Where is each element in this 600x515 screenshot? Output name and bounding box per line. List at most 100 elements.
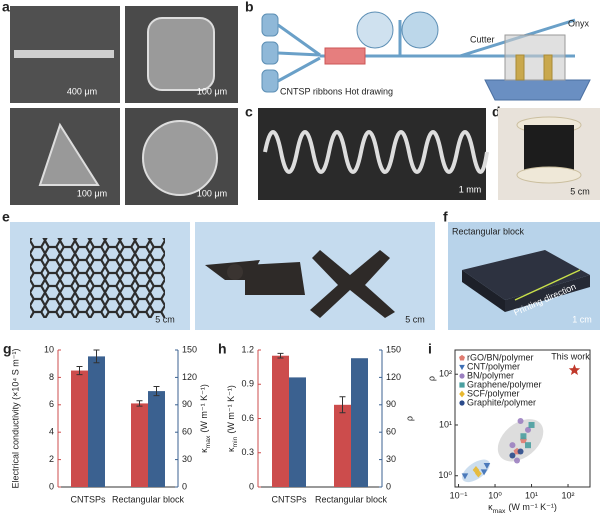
block: [462, 250, 590, 300]
annotation: This work: [551, 352, 590, 362]
x-tick-label: CNTSPs: [271, 494, 307, 504]
point: [483, 462, 491, 469]
error-bar: [76, 365, 83, 376]
legend-marker: [459, 390, 465, 398]
y2-axis-label: ρ: [404, 416, 414, 421]
y2-tick-label: 150: [182, 344, 197, 354]
photo-title: Rectangular block: [452, 226, 525, 236]
label-symbol: κ: [226, 447, 236, 452]
point: [520, 433, 527, 440]
legend-label: CNT/polymer: [467, 361, 520, 371]
point: [480, 469, 488, 476]
honeycomb: [30, 238, 165, 318]
label-subscript: max: [493, 508, 506, 515]
y2-tick-label: 120: [182, 372, 197, 382]
point: [524, 442, 531, 449]
label-unit: (W m⁻¹ K⁻¹): [199, 384, 209, 433]
point: [514, 457, 521, 464]
bar: [71, 370, 88, 487]
label-symbol: κ: [199, 448, 209, 453]
point: [461, 473, 469, 480]
y2-tick-label: 60: [182, 427, 192, 437]
bar: [131, 403, 148, 487]
y-tick-label: 0.6: [241, 413, 254, 423]
x-tick-label: 10²: [562, 490, 575, 500]
x-tick-label: Rectangular block: [112, 494, 185, 504]
point: [509, 452, 516, 459]
error-bar: [136, 400, 143, 407]
y-tick-label: 4: [49, 427, 54, 437]
y2-tick-label: 30: [182, 454, 192, 464]
panel-label: d: [492, 104, 501, 120]
y-tick-label: 10¹: [439, 419, 452, 429]
x-tick-label: 10⁻¹: [450, 490, 468, 500]
point: [528, 421, 535, 428]
bar: [351, 358, 368, 487]
x-tick-label: Rectangular block: [315, 494, 388, 504]
legend-label: SCF/polymer: [467, 388, 520, 398]
x-axis-label: κmax (W m⁻¹ K⁻¹): [488, 502, 557, 515]
x-tick-label: CNTSPs: [70, 494, 106, 504]
x-tick-label: 10¹: [525, 490, 538, 500]
y2-axis-label: κmax (W m⁻¹ K⁻¹): [199, 384, 212, 453]
legend-marker: [459, 354, 465, 361]
y-tick-label: 10²: [439, 369, 452, 379]
bar: [88, 356, 105, 487]
scale-bar-text: 100 μm: [197, 188, 227, 198]
y2-tick-label: 60: [386, 427, 396, 437]
panel-label: b: [245, 0, 254, 15]
schematic-text: CNTSP ribbons: [280, 86, 343, 96]
highlight-point: [568, 364, 581, 376]
y2-tick-label: 90: [386, 399, 396, 409]
spool: [516, 116, 582, 184]
bar: [334, 404, 351, 487]
legend-label: Graphite/polymer: [467, 397, 536, 407]
sem-images: [10, 6, 238, 205]
y-tick-label: 6: [49, 399, 54, 409]
spring: [263, 130, 489, 174]
error-bar: [277, 352, 284, 359]
bar: [289, 377, 306, 487]
point: [509, 442, 516, 449]
schematic-text: Onyx: [568, 18, 590, 28]
bar: [272, 355, 289, 487]
legend-label: Graphene/polymer: [467, 379, 542, 389]
panel-label: i: [428, 341, 432, 357]
legend-marker: [459, 400, 465, 406]
label-subscript: max: [205, 435, 212, 448]
schematic-text: Cutter: [470, 34, 495, 44]
scale-bar-text: 400 μm: [67, 86, 97, 96]
legend-label: rGO/BN/polymer: [467, 352, 534, 362]
y2-tick-label: 0: [386, 481, 391, 491]
y-tick-label: 0: [49, 481, 54, 491]
label-unit: (W m⁻¹ K⁻¹): [508, 502, 557, 512]
error-bar: [339, 396, 346, 414]
y2-tick-label: 150: [386, 344, 401, 354]
y-axis-label: ρ: [426, 376, 436, 381]
y-tick-label: 0: [249, 481, 254, 491]
panel-label: c: [245, 104, 253, 120]
panel-label: g: [3, 341, 12, 357]
point: [524, 426, 531, 433]
plot-frame: [454, 349, 591, 488]
y2-tick-label: 90: [182, 399, 192, 409]
y-axis-label: κmin (W m⁻¹ K⁻¹): [226, 385, 239, 452]
scale-bar-text: 5 cm: [405, 314, 425, 324]
schematic: [261, 11, 591, 101]
error-bar: [93, 349, 100, 364]
printed-parts: [205, 250, 395, 318]
schematic-text: Hot drawing: [345, 86, 393, 96]
scale-bar-text: 100 μm: [197, 86, 227, 96]
legend-marker: [459, 373, 465, 379]
point: [475, 469, 482, 478]
y-tick-label: 0.9: [241, 379, 254, 389]
photo: [258, 108, 486, 200]
scale-bar-text: 5 cm: [155, 314, 175, 324]
panel-label: e: [2, 209, 10, 225]
point: [517, 417, 524, 424]
y2-tick-label: 120: [386, 372, 401, 382]
scale-bar-text: 1 mm: [459, 184, 482, 194]
label-symbol: κ: [488, 502, 493, 512]
scale-bar-text: 100 μm: [77, 188, 107, 198]
